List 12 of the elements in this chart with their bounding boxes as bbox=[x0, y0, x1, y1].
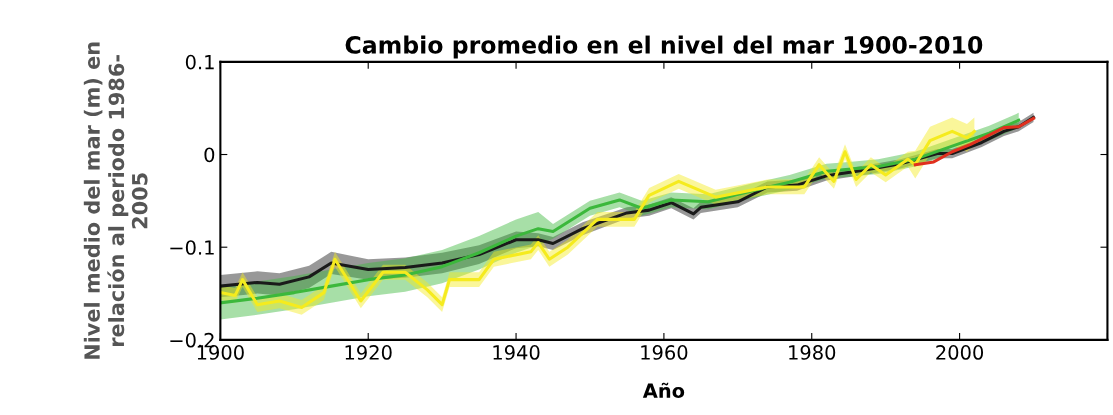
x-axis-title: Año bbox=[642, 382, 685, 399]
x-tick-label: 2000 bbox=[936, 345, 984, 360]
y-axis-title: Nivel medio del mar (m) en relación al periodo 1986- 2005 bbox=[83, 42, 148, 359]
x-tick-label: 1920 bbox=[345, 345, 392, 360]
line-series bbox=[913, 116, 1036, 167]
x-tick-label: 1940 bbox=[493, 345, 540, 360]
x-tick-label: 1960 bbox=[641, 345, 688, 360]
y-tick-label: 0.1 bbox=[185, 54, 214, 70]
y-tick-label: −0.1 bbox=[170, 240, 214, 255]
y-tick-label: 0 bbox=[204, 147, 215, 163]
x-tick-label: 1980 bbox=[789, 345, 836, 360]
chart-title: Cambio promedio en el nivel del mar 1900-2010 bbox=[345, 35, 983, 59]
